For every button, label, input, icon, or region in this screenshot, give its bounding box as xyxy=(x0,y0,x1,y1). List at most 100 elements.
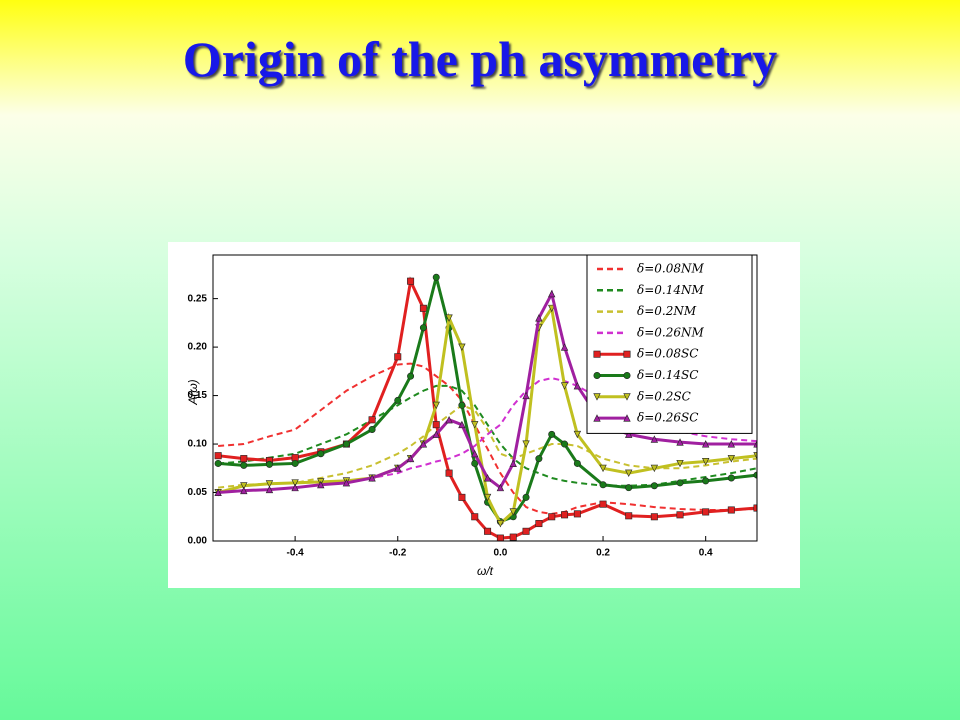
marker xyxy=(406,454,415,463)
marker xyxy=(240,486,248,495)
marker xyxy=(522,391,530,400)
marker xyxy=(483,493,492,502)
marker xyxy=(701,440,710,448)
x-tick-label: 0.2 xyxy=(596,548,610,559)
marker xyxy=(650,513,658,521)
marker xyxy=(471,449,479,458)
marker xyxy=(702,477,710,485)
marker xyxy=(509,533,517,541)
marker xyxy=(471,459,479,467)
series xyxy=(218,384,757,487)
y-tick-label: 0.25 xyxy=(188,293,208,304)
marker xyxy=(432,421,440,429)
marker xyxy=(240,461,248,469)
marker xyxy=(573,382,582,390)
marker xyxy=(522,440,530,448)
marker xyxy=(509,459,517,467)
series xyxy=(218,362,757,515)
marker xyxy=(727,474,735,482)
marker xyxy=(535,455,543,463)
marker xyxy=(394,353,402,361)
marker xyxy=(625,430,633,438)
marker xyxy=(676,511,684,519)
marker xyxy=(599,464,607,473)
marker xyxy=(548,430,556,438)
y-tick-label: 0.00 xyxy=(188,536,208,547)
marker xyxy=(265,480,274,488)
legend-label: δ=0.14SC xyxy=(637,368,698,382)
marker xyxy=(509,508,517,516)
marker xyxy=(445,415,453,424)
series xyxy=(218,404,757,489)
x-tick-label: -0.4 xyxy=(286,548,304,559)
marker xyxy=(240,455,248,463)
marker xyxy=(625,469,633,478)
marker xyxy=(753,440,757,448)
marker xyxy=(368,426,376,434)
marker xyxy=(560,382,569,390)
y-tick-label: 0.10 xyxy=(188,439,208,450)
marker xyxy=(291,454,299,462)
legend-label: δ=0.2SC xyxy=(637,389,691,403)
marker xyxy=(214,452,222,460)
marker xyxy=(535,520,543,528)
x-tick-label: 0.0 xyxy=(493,548,507,559)
marker xyxy=(419,304,427,312)
marker xyxy=(458,420,466,429)
marker xyxy=(593,372,601,380)
marker xyxy=(445,469,453,477)
marker xyxy=(561,440,569,448)
marker xyxy=(650,464,659,473)
marker xyxy=(445,314,453,322)
y-tick-label: 0.15 xyxy=(188,390,208,401)
marker xyxy=(291,479,299,487)
legend-label: δ=0.14NM xyxy=(637,283,704,297)
marker xyxy=(650,435,659,443)
marker xyxy=(701,458,710,466)
marker xyxy=(496,534,504,541)
marker xyxy=(625,484,633,492)
marker xyxy=(291,483,299,492)
marker xyxy=(727,455,736,463)
marker xyxy=(676,438,684,446)
marker xyxy=(407,372,415,380)
marker xyxy=(650,482,658,490)
marker xyxy=(214,459,222,467)
marker xyxy=(573,459,581,467)
marker xyxy=(368,416,376,424)
marker xyxy=(623,372,631,380)
marker xyxy=(317,480,325,489)
marker xyxy=(593,350,601,358)
marker xyxy=(419,440,428,448)
marker xyxy=(593,414,601,422)
plot-frame xyxy=(212,254,758,542)
x-tick-label: -0.2 xyxy=(389,548,407,559)
marker xyxy=(727,440,736,448)
marker xyxy=(265,485,274,494)
legend-label: δ=0.26SC xyxy=(637,411,698,425)
marker xyxy=(471,513,479,521)
marker xyxy=(291,459,299,467)
marker xyxy=(561,511,569,519)
marker xyxy=(676,459,684,468)
marker xyxy=(753,452,757,460)
marker xyxy=(458,493,466,501)
x-tick-label: 0.4 xyxy=(699,548,713,559)
marker xyxy=(342,440,350,448)
marker xyxy=(727,506,735,514)
slide-title: Origin of the ph asymmetry xyxy=(182,31,778,87)
marker xyxy=(458,401,466,409)
series-line xyxy=(218,404,757,489)
marker xyxy=(702,508,710,516)
y-axis-label: A(ω) xyxy=(186,379,200,405)
legend-label: δ=0.08NM xyxy=(637,262,704,276)
marker xyxy=(522,527,530,535)
marker xyxy=(394,396,402,404)
y-tick-label: 0.05 xyxy=(188,487,208,498)
marker xyxy=(599,500,607,508)
y-tick-label: 0.20 xyxy=(188,342,208,353)
marker xyxy=(432,401,440,410)
marker xyxy=(394,464,402,472)
marker xyxy=(535,314,543,322)
